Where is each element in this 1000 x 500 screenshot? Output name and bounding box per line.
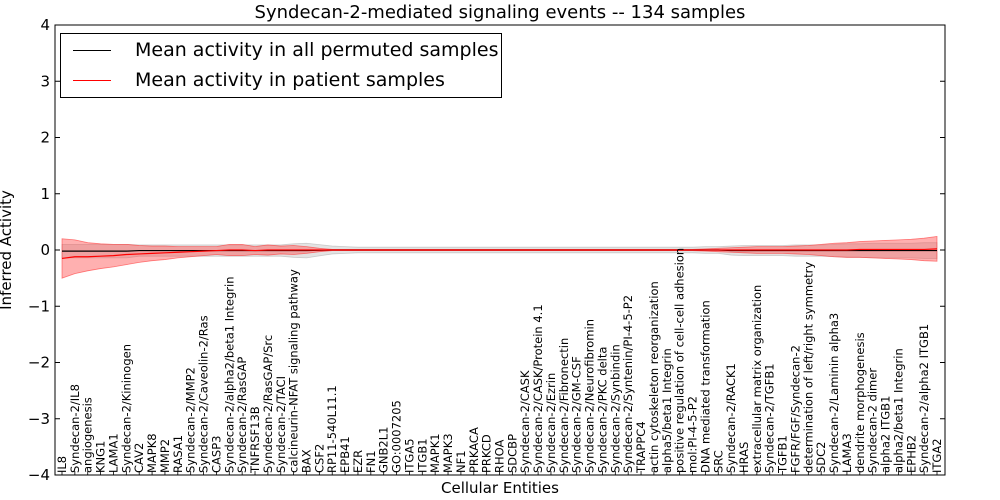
- x-tick-label: mol:PI-4-5-P2: [686, 396, 700, 473]
- plot-area-frame: [54, 24, 946, 476]
- y-tick-label: 1: [40, 185, 50, 203]
- x-tick-label: RP11-540L11.1: [325, 385, 339, 473]
- x-tick-label: MAPK1: [428, 433, 442, 473]
- x-tick-label: Syndecan-2/MMP2: [184, 367, 198, 473]
- x-tick-label: Syndecan-2/RasGAP: [235, 357, 249, 473]
- x-tick-label: RHOA: [493, 440, 507, 473]
- legend-swatch-patient: [73, 79, 111, 81]
- x-tick-label: angiogenesis: [81, 397, 95, 473]
- x-tick-label: Syndecan-2/RasGAP/Src: [261, 335, 275, 473]
- x-tick-label: Syndecan-2/RACK1: [724, 363, 738, 473]
- x-tick-label: Syndecan-2/alpha2 ITGB1: [917, 324, 931, 473]
- legend: Mean activity in all permuted samples Me…: [60, 33, 502, 98]
- legend-label-permuted: Mean activity in all permuted samples: [135, 39, 499, 61]
- x-tick-label: Syndecan-2/IL8: [68, 384, 82, 473]
- chart-title: Syndecan-2-mediated signaling events -- …: [255, 2, 746, 23]
- y-tick-label: 0: [40, 241, 50, 259]
- x-tick-label: CSF2: [312, 444, 326, 473]
- y-tick-label: −4: [28, 466, 50, 484]
- legend-swatch-permuted: [73, 49, 111, 51]
- x-tick-label: LAMA3: [840, 433, 854, 473]
- legend-entry-permuted: Mean activity in all permuted samples: [73, 37, 498, 63]
- y-tick-label: 3: [40, 72, 50, 90]
- x-tick-label: NF1: [454, 450, 468, 473]
- x-tick-label: BAX: [299, 449, 313, 473]
- x-tick-label: actin cytoskeleton reorganization: [647, 281, 661, 473]
- x-tick-label: Syndecan-2/CASK/Protein 4.1: [531, 304, 545, 473]
- x-tick-label: Syndecan-2/Kininogen: [119, 344, 133, 473]
- y-tick-label: −2: [28, 354, 50, 372]
- x-tick-label: FGFR/FGF/Syndecan-2: [788, 345, 802, 473]
- x-tick-label: IL8: [55, 456, 69, 473]
- y-tick-label: −1: [28, 297, 50, 315]
- x-tick-label: MAPK8: [145, 433, 159, 473]
- x-tick-label: alpha2 ITGB1: [879, 396, 893, 473]
- x-tick-label: RASA1: [171, 435, 185, 473]
- x-tick-label: alpha5/beta1 Integrin: [660, 348, 674, 473]
- y-axis: −4 −3 −2 −1 0 1 2 3 4: [28, 16, 945, 484]
- x-tick-label: CAV2: [132, 443, 146, 473]
- x-tick-label: ITGA2: [930, 438, 944, 473]
- x-axis-label: Cellular Entities: [441, 479, 559, 497]
- x-tick-label: EPB41: [338, 436, 352, 473]
- x-tick-label: extracellular matrix organization: [750, 285, 764, 473]
- x-tick-label: determination of left/right symmetry: [801, 262, 815, 473]
- line-series-1: [61, 248, 938, 260]
- x-tick-label: Syndecan-2 dimer: [866, 368, 880, 473]
- x-tick-label: MAPK3: [441, 433, 455, 473]
- x-tick-label: ITGB1: [415, 438, 429, 473]
- x-tick-label: KNG1: [94, 441, 108, 473]
- x-tick-label: Syndecan-2/Laminin alpha3: [827, 313, 841, 473]
- x-tick-label: CASP3: [209, 436, 223, 473]
- x-tick-label: SRC: [711, 450, 725, 473]
- y-tick-label: 4: [40, 16, 50, 34]
- x-tick-label: DNA mediated transformation: [698, 300, 712, 473]
- legend-entry-patient: Mean activity in patient samples: [73, 67, 445, 93]
- x-tick-label: TGFB1: [776, 435, 790, 474]
- x-tick-label: calcineurin-NFAT signaling pathway: [287, 269, 301, 473]
- x-tick-label: HRAS: [737, 442, 751, 473]
- x-tick-label: Syndecan-2/Synbindin: [608, 344, 622, 473]
- x-tick-label: ITGA5: [402, 438, 416, 473]
- x-tick-label: Syndecan-2/Neurofibromin: [583, 319, 597, 473]
- x-tick-label: alpha2/beta1 Integrin: [891, 348, 905, 473]
- x-tick-label: MMP2: [158, 439, 172, 473]
- y-axis-label: Inferred Activity: [0, 190, 15, 310]
- x-tick-label: Syndecan-2/PKC delta: [595, 347, 609, 473]
- x-tick-label: Syndecan-2/CASK: [518, 370, 532, 473]
- x-tick-label: PRKCD: [480, 434, 494, 473]
- x-tick-label: Syndecan-2/TACI: [274, 376, 288, 473]
- x-tick-label: Syndecan-2/GM-CSF: [570, 356, 584, 473]
- x-tick-label: PRKACA: [467, 427, 481, 473]
- x-tick-labels: IL8Syndecan-2/IL8angiogenesisKNG1LAMA1Sy…: [55, 248, 944, 475]
- x-tick-label: SDCBP: [505, 434, 519, 473]
- x-tick-label: LAMA1: [106, 433, 120, 473]
- x-tick-label: positive regulation of cell-cell adhesio…: [673, 248, 687, 473]
- x-tick-label: Syndecan-2/TGFB1: [763, 363, 777, 473]
- x-tick-label: Syndecan-2/Syntenin/PI-4-5-P2: [621, 295, 635, 473]
- x-tick-label: TNFRSF13B: [248, 406, 262, 474]
- legend-label-patient: Mean activity in patient samples: [135, 69, 445, 91]
- x-tick-label: GNB2L1: [377, 427, 391, 473]
- x-tick-label: Syndecan-2/alpha2/beta1 Integrin: [222, 276, 236, 473]
- x-tick-label: Syndecan-2/Ezrin: [544, 373, 558, 473]
- x-tick-label: GO:0007205: [390, 400, 404, 473]
- x-tick-label: Syndecan-2/Caveolin-2/Ras: [197, 315, 211, 473]
- series-lines: [61, 248, 938, 260]
- x-tick-label: SDC2: [814, 441, 828, 473]
- x-tick-label: TRAPPC4: [634, 421, 648, 474]
- x-tick-label: EZR: [351, 450, 365, 473]
- x-tick-label: dendrite morphogenesis: [853, 332, 867, 473]
- x-tick-label: Syndecan-2/Fibronectin: [557, 338, 571, 473]
- y-tick-label: 2: [40, 129, 50, 147]
- y-tick-label: −3: [28, 410, 50, 428]
- x-tick-label: FN1: [364, 450, 378, 473]
- x-tick-label: EPHB2: [904, 435, 918, 473]
